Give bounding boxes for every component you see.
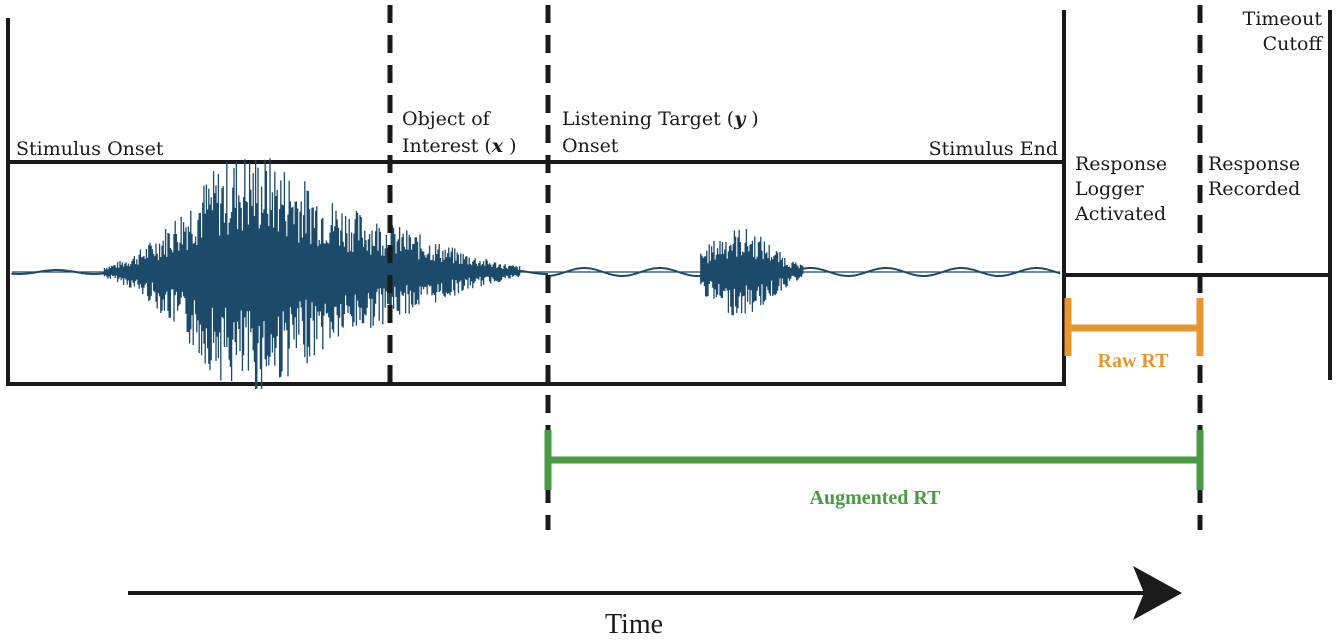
timeout-cutoff-label-2: Cutoff: [1263, 33, 1324, 55]
object-of-interest-label: Object of: [402, 108, 492, 130]
time-label: Time: [605, 609, 663, 640]
response-recorded-label-1: Response: [1208, 153, 1300, 175]
response-logger-label-2: Logger: [1075, 178, 1145, 200]
response-logger-label-1: Response: [1075, 153, 1167, 175]
timeout-cutoff-label-1: Timeout: [1243, 8, 1323, 30]
time-arrow: [128, 566, 1182, 620]
object-of-interest-label-2: Interest (x ): [402, 135, 517, 157]
augmented-rt-label: Augmented RT: [810, 487, 942, 509]
stimulus-onset-label: Stimulus Onset: [16, 138, 164, 160]
response-logger-label-3: Activated: [1074, 203, 1166, 225]
raw-rt-label: Raw RT: [1098, 350, 1170, 372]
raw-rt-bracket: [1064, 298, 1204, 356]
stimulus-end-label: Stimulus End: [929, 138, 1058, 160]
augmented-rt-bracket: [544, 430, 1204, 490]
listening-target-label: Listening Target (y ): [562, 108, 759, 130]
waveform-trace: [11, 158, 1061, 390]
listening-target-onset-label: Onset: [562, 135, 619, 157]
audio-waveform: [11, 158, 1061, 390]
response-recorded-label-2: Recorded: [1208, 178, 1300, 200]
